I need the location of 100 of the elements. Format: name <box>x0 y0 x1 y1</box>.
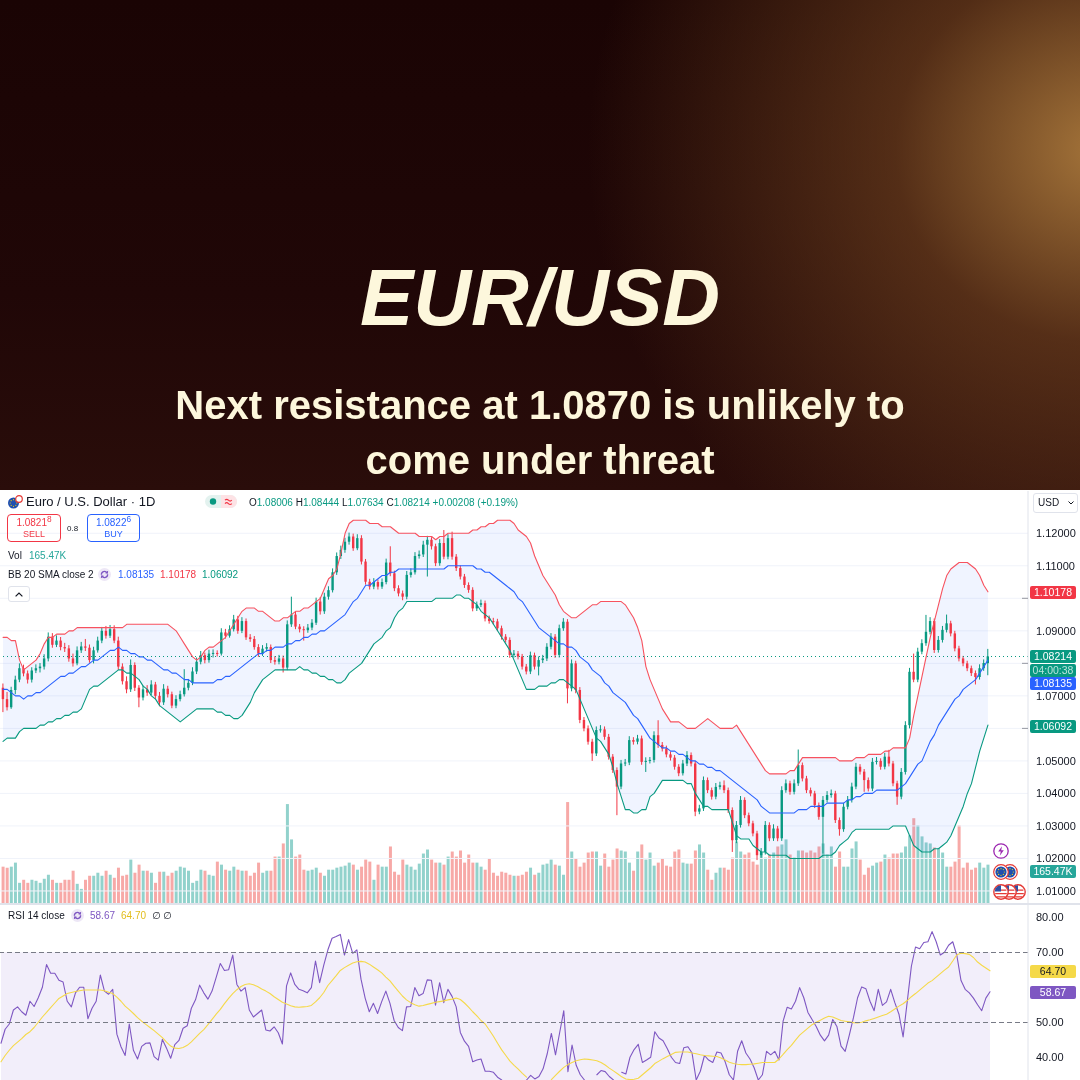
bar <box>149 872 153 903</box>
bar <box>953 861 957 903</box>
bar <box>718 867 722 903</box>
text: 64.70 <box>1030 964 1076 978</box>
bar <box>487 858 491 903</box>
bar <box>376 864 380 903</box>
bar <box>586 852 590 903</box>
candlestick <box>360 534 363 565</box>
bar <box>656 862 660 903</box>
annotation: BUY <box>103 528 124 540</box>
bar <box>388 846 392 903</box>
bar <box>883 854 887 903</box>
bar <box>224 869 228 903</box>
bar <box>108 874 112 903</box>
bar <box>215 861 219 903</box>
bar <box>100 875 104 903</box>
bar <box>776 846 780 903</box>
bar <box>137 864 141 903</box>
candlestick <box>718 781 722 791</box>
bar <box>743 854 747 903</box>
bar <box>257 862 261 903</box>
bar <box>813 852 817 903</box>
annotation: 1.0821$^{8}$ <box>15 513 53 530</box>
candlestick <box>364 558 367 586</box>
bar <box>401 859 405 903</box>
bar <box>355 869 359 903</box>
bar <box>187 870 191 903</box>
bar <box>261 872 265 903</box>
bar <box>854 841 858 903</box>
bar <box>384 866 388 903</box>
bar <box>331 869 335 903</box>
annotation: 1.10178 <box>160 567 197 581</box>
y-tick-label: 70.00 <box>1036 946 1064 959</box>
bar <box>421 853 425 903</box>
bar <box>236 869 240 903</box>
bar <box>442 864 446 903</box>
candlestick <box>417 550 421 560</box>
bar <box>364 859 368 903</box>
bar <box>496 875 500 903</box>
bar <box>46 874 50 903</box>
candlestick <box>801 762 804 782</box>
bar <box>248 875 252 903</box>
bar <box>986 864 990 903</box>
bar <box>619 850 623 903</box>
bar <box>5 867 9 903</box>
bar <box>116 867 120 903</box>
bar <box>895 853 899 903</box>
bar <box>533 874 537 903</box>
y-tick-label: 1.03000 <box>1036 819 1076 832</box>
bar <box>182 867 186 903</box>
bar <box>232 866 236 903</box>
candlestick <box>471 586 474 612</box>
candlestick <box>599 724 602 734</box>
bar <box>339 866 343 903</box>
bar <box>294 856 298 903</box>
y-tick-label: 1.09000 <box>1036 624 1076 637</box>
annotation: 0.8 <box>67 522 79 534</box>
bar <box>298 854 302 903</box>
annotation: ∅ <box>163 909 172 922</box>
candlestick <box>479 599 483 608</box>
bar <box>63 879 67 903</box>
bar <box>866 867 870 903</box>
bar <box>228 870 232 903</box>
bar <box>677 849 681 903</box>
bar <box>42 878 46 903</box>
chart-title: EUR/USD <box>358 253 721 342</box>
bar <box>9 866 13 903</box>
candlestick <box>162 683 165 706</box>
bar <box>285 804 289 903</box>
y-tick-label: 1.07000 <box>1036 689 1076 702</box>
candlestick <box>912 653 915 683</box>
bar <box>310 869 314 903</box>
bar <box>335 867 339 903</box>
bar <box>698 844 701 903</box>
bar <box>203 870 207 903</box>
text: 1.08135 <box>1030 677 1076 690</box>
candlestick <box>434 543 437 567</box>
candlestick <box>768 821 771 842</box>
bar <box>541 864 545 903</box>
bar <box>434 862 438 903</box>
bar <box>932 847 936 903</box>
candlestick <box>323 592 326 615</box>
bar <box>768 854 772 903</box>
bar <box>660 858 664 903</box>
bar <box>405 864 409 903</box>
bar <box>842 866 846 903</box>
candlestick <box>121 662 124 685</box>
bar <box>644 859 648 903</box>
bar <box>937 848 941 903</box>
candlestick <box>644 756 647 773</box>
bar <box>879 861 883 903</box>
y-tick-label: 50.00 <box>1036 1016 1064 1029</box>
annotation: ∅ <box>152 909 161 922</box>
bar <box>240 870 244 903</box>
bar <box>450 851 454 903</box>
bar <box>974 867 978 903</box>
bar <box>96 872 100 903</box>
bar <box>982 867 986 903</box>
bar <box>277 856 281 903</box>
annotation: Vol <box>8 548 22 562</box>
